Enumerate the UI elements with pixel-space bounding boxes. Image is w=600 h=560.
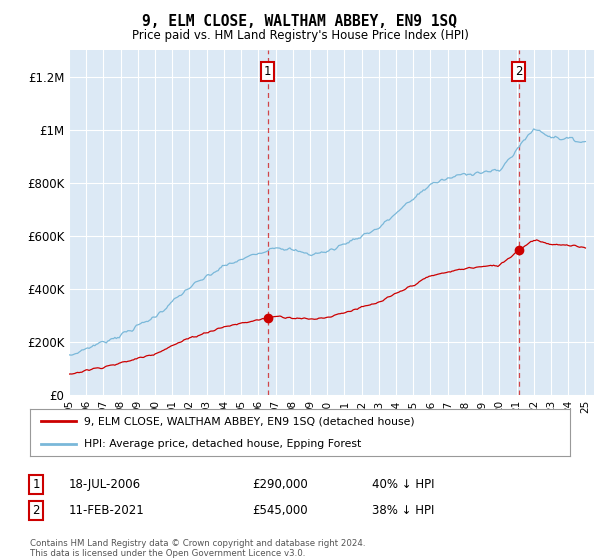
Text: 11-FEB-2021: 11-FEB-2021 <box>69 504 145 517</box>
Text: 9, ELM CLOSE, WALTHAM ABBEY, EN9 1SQ (detached house): 9, ELM CLOSE, WALTHAM ABBEY, EN9 1SQ (de… <box>84 416 415 426</box>
Text: £290,000: £290,000 <box>252 478 308 491</box>
Text: Price paid vs. HM Land Registry's House Price Index (HPI): Price paid vs. HM Land Registry's House … <box>131 29 469 42</box>
Text: 40% ↓ HPI: 40% ↓ HPI <box>372 478 434 491</box>
Text: 1: 1 <box>32 478 40 491</box>
Text: 1: 1 <box>264 65 271 78</box>
Text: 9, ELM CLOSE, WALTHAM ABBEY, EN9 1SQ: 9, ELM CLOSE, WALTHAM ABBEY, EN9 1SQ <box>143 14 458 29</box>
Text: 2: 2 <box>32 504 40 517</box>
Text: Contains HM Land Registry data © Crown copyright and database right 2024.
This d: Contains HM Land Registry data © Crown c… <box>30 539 365 558</box>
Text: 38% ↓ HPI: 38% ↓ HPI <box>372 504 434 517</box>
Text: 18-JUL-2006: 18-JUL-2006 <box>69 478 141 491</box>
Text: HPI: Average price, detached house, Epping Forest: HPI: Average price, detached house, Eppi… <box>84 439 361 449</box>
Text: £545,000: £545,000 <box>252 504 308 517</box>
Text: 2: 2 <box>515 65 523 78</box>
